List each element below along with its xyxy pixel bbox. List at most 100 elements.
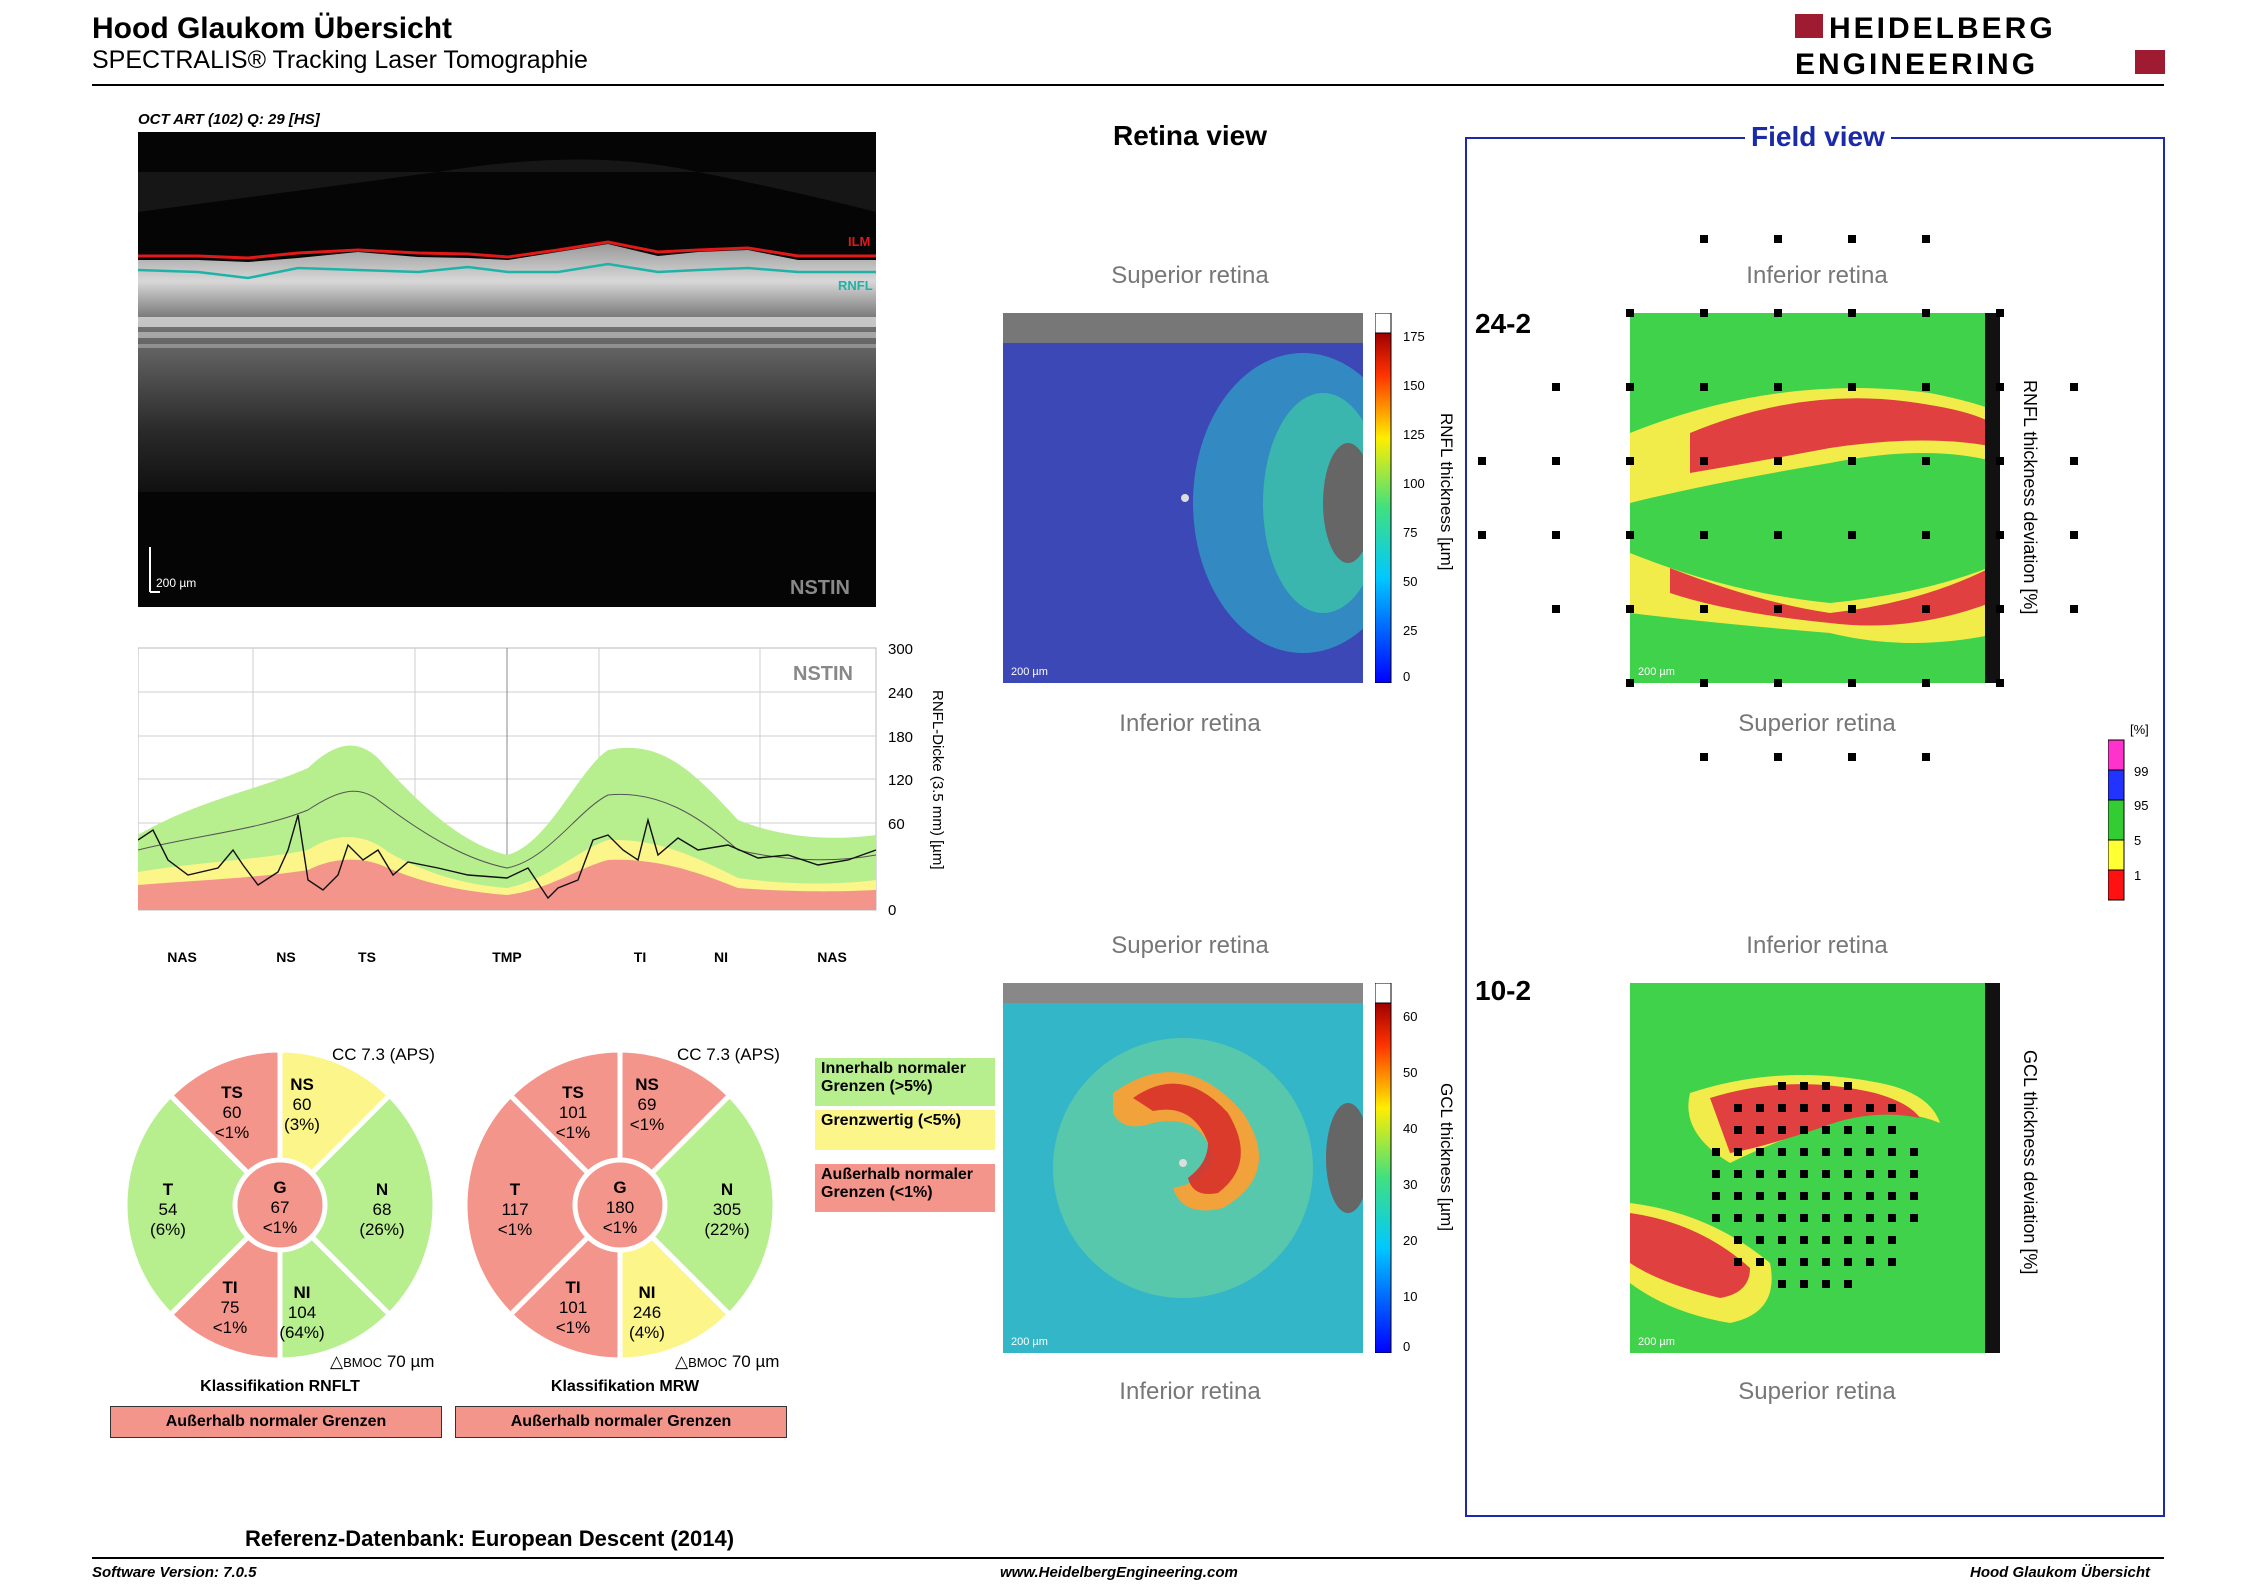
grid-point xyxy=(1756,1104,1764,1112)
grid-point xyxy=(2070,605,2078,613)
rnflt-ni-value: 104 xyxy=(288,1303,316,1322)
grid-point xyxy=(1844,1236,1852,1244)
retina-rnfl-superior: Superior retina xyxy=(1111,262,1269,289)
rnflt-ns-value: 60 xyxy=(293,1095,312,1114)
grid-point xyxy=(1712,1148,1720,1156)
oct-scalebar: 200 µm xyxy=(156,576,196,590)
grid-point xyxy=(1822,1214,1830,1222)
gcl-tick-20: 20 xyxy=(1403,1233,1417,1248)
grid-point xyxy=(1866,1148,1874,1156)
grid-point xyxy=(1888,1148,1896,1156)
grid-point xyxy=(1848,531,1856,539)
ilm-label: ILM xyxy=(848,234,870,249)
retina-gcl-superior: Superior retina xyxy=(1111,932,1269,959)
grid-point xyxy=(1774,457,1782,465)
grid-point xyxy=(1800,1192,1808,1200)
deviation-tick-5: 5 xyxy=(2134,833,2141,848)
gcl-tick-10: 10 xyxy=(1403,1289,1417,1304)
mrw-ni-pct: (4%) xyxy=(629,1323,665,1342)
gcl-tick-50: 50 xyxy=(1403,1065,1417,1080)
report-subtitle: SPECTRALIS® Tracking Laser Tomographie xyxy=(92,46,588,74)
rnflt-ti-name: TI xyxy=(222,1278,237,1297)
tsnit-graph: NSTIN 300 240 180 120 60 0 RNFL-Dicke (3… xyxy=(138,641,946,965)
grid-point xyxy=(1700,235,1708,243)
grid-point xyxy=(1822,1126,1830,1134)
grid-point xyxy=(1822,1082,1830,1090)
grid-point xyxy=(1712,1170,1720,1178)
grid-point xyxy=(1800,1082,1808,1090)
grid-point xyxy=(1800,1104,1808,1112)
website-link[interactable]: www.HeidelbergEngineering.com xyxy=(1000,1564,1238,1581)
grid-point xyxy=(1778,1104,1786,1112)
grid-point xyxy=(1996,309,2004,317)
grid-point xyxy=(1800,1214,1808,1222)
grid-point xyxy=(1822,1280,1830,1288)
grid-point xyxy=(1888,1170,1896,1178)
gcl-colorbar: 60 50 40 30 20 10 0 GCL thickness [µm] xyxy=(1375,983,1456,1353)
rnflt-ns-pct: (3%) xyxy=(284,1115,320,1134)
grid-point xyxy=(1844,1280,1852,1288)
grid-point xyxy=(1844,1082,1852,1090)
grid-point xyxy=(1552,383,1560,391)
grid-point xyxy=(1756,1192,1764,1200)
mrw-t-pct: <1% xyxy=(498,1220,533,1239)
retina-view-title: Retina view xyxy=(1112,120,1268,151)
field-rnfl-dev-label: RNFL thickness deviation [%] xyxy=(2020,380,2040,615)
grid-point xyxy=(1778,1148,1786,1156)
grid-point xyxy=(1866,1126,1874,1134)
gcl-colorbar-label: GCL thickness [µm] xyxy=(1437,1083,1456,1231)
mrw-ns-value: 69 xyxy=(638,1095,657,1114)
mrw-ti-pct: <1% xyxy=(556,1318,591,1337)
grid-point xyxy=(1844,1192,1852,1200)
legend-within: Innerhalb normaler Grenzen (>5%) xyxy=(815,1058,995,1106)
tsnit-xlabel-ti: TI xyxy=(634,949,646,965)
rnfl-layer-label: RNFL xyxy=(838,278,873,293)
oct-bscan-image: ILM RNFL 200 µm NSTIN xyxy=(138,132,876,607)
mrw-n-value: 305 xyxy=(713,1200,741,1219)
rnflt-ts-pct: <1% xyxy=(215,1123,250,1142)
tsnit-xlabel-nas2: NAS xyxy=(817,949,847,965)
tsnit-mode-label: NSTIN xyxy=(793,663,853,685)
grid-point xyxy=(1922,605,1930,613)
field-10-inferior: Inferior retina xyxy=(1746,932,1888,959)
grid-point xyxy=(1778,1126,1786,1134)
mrw-ts-name: TS xyxy=(562,1083,584,1102)
grid-point xyxy=(1996,531,2004,539)
mrw-t-value: 117 xyxy=(501,1200,528,1219)
retina-gcl-inferior: Inferior retina xyxy=(1119,1378,1261,1405)
grid-point xyxy=(1800,1236,1808,1244)
rnfl-tick-50: 50 xyxy=(1403,574,1417,589)
grid-point xyxy=(1626,383,1634,391)
grid-point xyxy=(1910,1148,1918,1156)
grid-point xyxy=(1888,1214,1896,1222)
grid-point xyxy=(1996,383,2004,391)
tsnit-ytick-180: 180 xyxy=(888,729,913,746)
grid-point xyxy=(1922,457,1930,465)
grid-point xyxy=(1478,531,1486,539)
grid-point xyxy=(1866,1170,1874,1178)
field-24-superior: Superior retina xyxy=(1738,710,1896,737)
rnflt-result: Außerhalb normaler Grenzen xyxy=(110,1406,442,1438)
software-version: Software Version: 7.0.5 xyxy=(92,1564,257,1581)
header-divider xyxy=(92,84,2164,86)
report-title: Hood Glaukom Übersicht xyxy=(92,12,453,45)
grid-point xyxy=(1778,1280,1786,1288)
grid-point xyxy=(1734,1170,1742,1178)
grid-point xyxy=(1822,1192,1830,1200)
rnflt-cc: CC 7.3 (APS) xyxy=(332,1045,435,1064)
grid-point xyxy=(1774,383,1782,391)
grid-point xyxy=(1700,457,1708,465)
grid-point xyxy=(1922,235,1930,243)
grid-point xyxy=(1478,457,1486,465)
grid-point xyxy=(1756,1236,1764,1244)
grid-point xyxy=(1626,309,1634,317)
mrw-ns-pct: <1% xyxy=(630,1115,665,1134)
grid-point xyxy=(1756,1170,1764,1178)
footer-report-name: Hood Glaukom Übersicht xyxy=(1970,1564,2151,1581)
grid-point xyxy=(1922,753,1930,761)
grid-point xyxy=(1774,531,1782,539)
mrw-n-pct: (22%) xyxy=(704,1220,749,1239)
grid-point xyxy=(1778,1258,1786,1266)
grid-point xyxy=(1888,1104,1896,1112)
grid-point xyxy=(1756,1126,1764,1134)
